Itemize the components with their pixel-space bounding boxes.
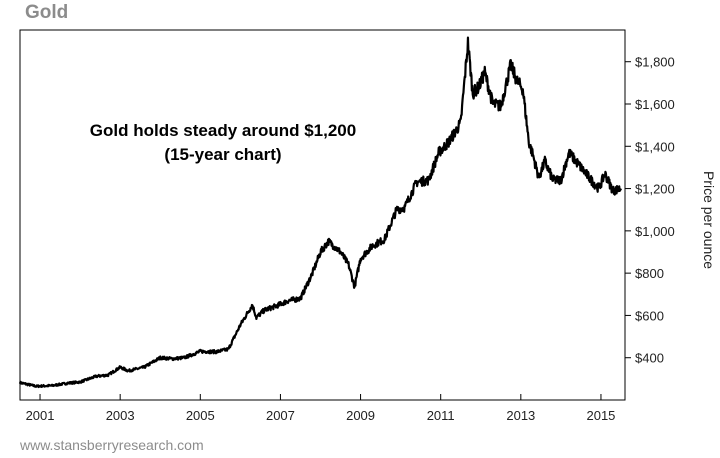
x-tick-label: 2001 [26,408,55,423]
gold-price-line [18,36,622,389]
annotation-line-2: (15-year chart) [164,145,281,164]
x-tick-label: 2015 [586,408,615,423]
y-tick-label: $400 [635,351,664,366]
x-tick-label: 2011 [427,408,455,423]
y-axis-label: Price per ounce [701,171,717,269]
page-title: Gold [25,2,69,23]
x-tick-label: 2003 [106,408,135,423]
y-tick-label: $800 [635,266,664,281]
y-tick-label: $1,800 [635,55,675,70]
plot-frame [19,29,626,401]
y-tick-label: $1,600 [635,97,675,112]
x-tick-label: 2007 [266,408,295,423]
y-axis-ticks: $400 $600 $800 $1,000 $1,200 $1,400 $1,600 $1,8… [625,55,675,366]
x-axis-ticks: 2001 2003 2005 2007 2009 2011 2013 2015 [26,394,615,423]
x-tick-label: 2005 [186,408,215,423]
annotation-line-1: Gold holds steady around $1,200 [90,121,356,140]
y-tick-label: $600 [635,308,664,323]
x-tick-label: 2013 [506,408,535,423]
y-tick-label: $1,400 [635,139,675,154]
x-tick-label: 2009 [346,408,375,423]
source-credit: www.stansberryresearch.com [20,437,204,453]
y-tick-label: $1,000 [635,224,675,239]
y-tick-label: $1,200 [635,182,675,197]
